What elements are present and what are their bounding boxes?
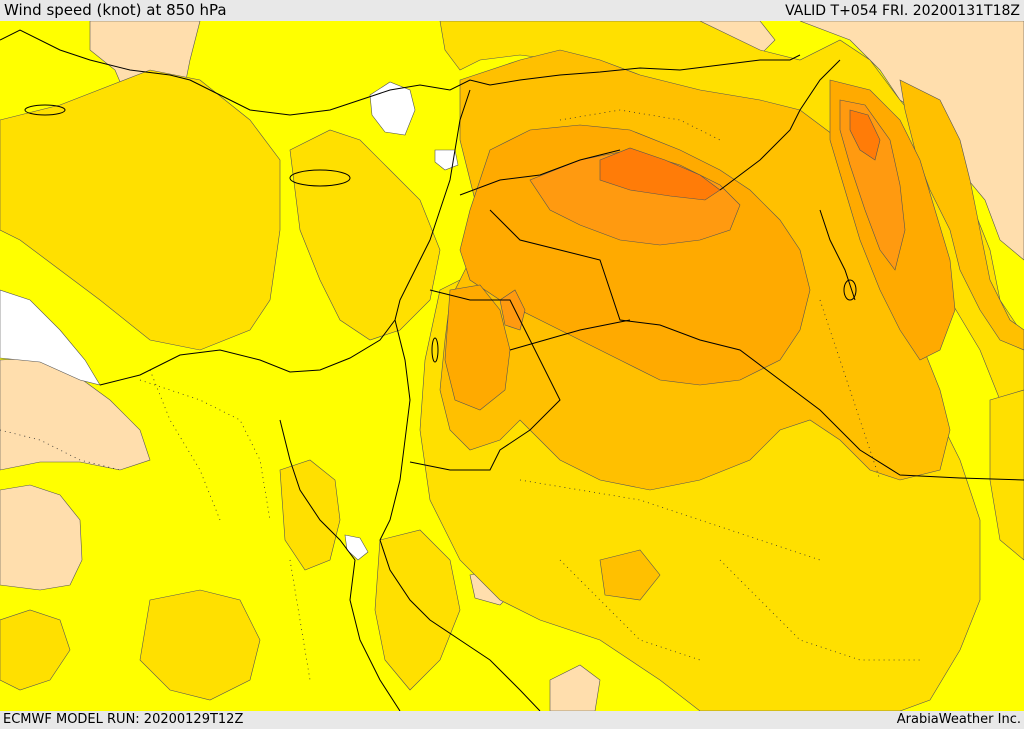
gold-band-sinai (279, 459, 341, 571)
coastline-africa (349, 559, 401, 711)
islands (24, 104, 857, 363)
wind-speed-map[interactable] (0, 21, 1024, 711)
model-run: ECMWF MODEL RUN: 20200129T12Z (3, 712, 244, 727)
gold-band-east-edge (989, 389, 1024, 561)
border-jordan-saudi (409, 289, 561, 471)
header-bar: Wind speed (knot) at 850 hPa VALID T+054… (0, 0, 1024, 21)
gold-band-red-sea (374, 529, 461, 691)
borders-and-coastlines (0, 29, 1024, 711)
coastline-levant (394, 89, 471, 321)
island-bahrain (843, 279, 857, 301)
internal-boundary-saudi-1 (519, 479, 821, 561)
credit: ArabiaWeather Inc. (896, 712, 1021, 727)
island-crete (24, 104, 66, 116)
light-orange-band-west (444, 284, 511, 411)
border-iraq-iran (719, 59, 841, 191)
max-wind-core-iraq (599, 147, 721, 201)
footer-bar: ECMWF MODEL RUN: 20200129T12Z ArabiaWeat… (0, 711, 1024, 729)
coastline-gulf (819, 209, 856, 301)
calm-area-southwest (0, 484, 83, 591)
calm-area-south-arabia-2 (549, 664, 601, 711)
border-iraq-saudi (509, 319, 631, 351)
no-data-gulf (344, 534, 369, 561)
max-wind-core-iran (849, 109, 881, 161)
gold-band-south-2 (0, 609, 71, 691)
no-data-anatolia (369, 81, 416, 136)
border-syria-iraq (489, 209, 1024, 481)
gold-band-mediterranean (0, 69, 281, 351)
coastline-turkey (0, 29, 801, 116)
coastline-aqaba-gulf (379, 319, 411, 541)
valid-time: VALID T+054 FRI. 20200131T18Z (785, 3, 1020, 19)
gold-band-south-1 (139, 589, 261, 701)
internal-boundary-iraq (559, 109, 721, 141)
internal-boundaries (0, 109, 920, 681)
internal-boundary-north-africa (0, 429, 121, 471)
amber-band-patch (599, 549, 661, 601)
max-wind-cores (599, 109, 881, 201)
island-dead-sea (431, 337, 439, 363)
border-turkey-syria (459, 149, 621, 196)
gold-band-levant (289, 129, 441, 341)
coastline-north-africa (99, 319, 396, 386)
internal-boundary-red-sea (289, 559, 311, 681)
island-cyprus (289, 169, 351, 187)
coastline-sinai (279, 419, 356, 561)
coastline-red-sea (379, 539, 541, 711)
map-title: Wind speed (knot) at 850 hPa (4, 1, 227, 19)
